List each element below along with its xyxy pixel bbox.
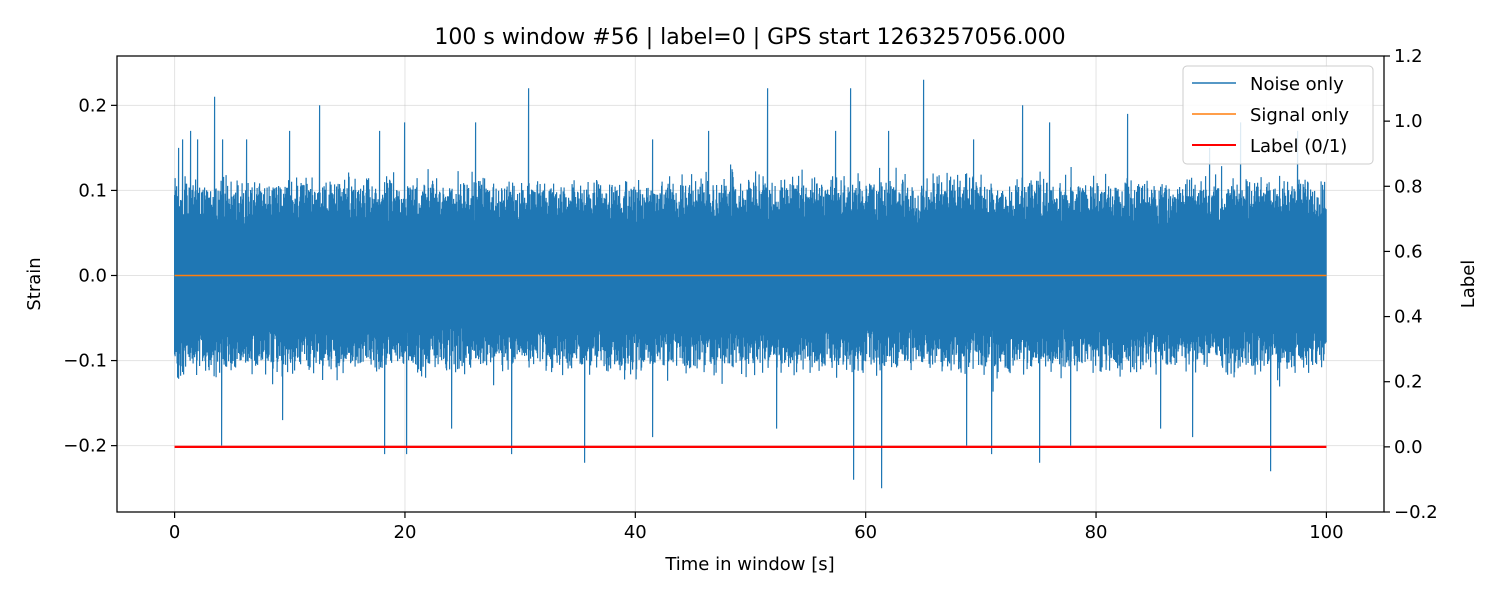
y-tick-label: −0.2: [63, 436, 107, 457]
legend-label-noise: Noise only: [1250, 74, 1344, 95]
x-tick-label: 0: [169, 522, 180, 543]
legend-label-label: Label (0/1): [1250, 136, 1347, 157]
x-axis-label: Time in window [s]: [664, 554, 834, 575]
y-axis-left: −0.2 −0.1 0.0 0.1 0.2: [63, 95, 117, 457]
y2-tick-label: 0.0: [1394, 437, 1423, 458]
y2-axis-label: Label: [1458, 260, 1479, 309]
y-tick-label: 0.1: [78, 180, 107, 201]
legend: Noise only Signal only Label (0/1): [1182, 65, 1374, 165]
x-tick-label: 80: [1085, 522, 1108, 543]
chart-title: 100 s window #56 | label=0 | GPS start 1…: [434, 25, 1065, 50]
legend-box: [1182, 65, 1374, 165]
y-axis-label: Strain: [24, 257, 45, 310]
plot-area: [174, 79, 1327, 489]
y2-tick-label: 1.0: [1394, 111, 1423, 132]
y2-tick-label: 0.8: [1394, 176, 1423, 197]
legend-label-signal: Signal only: [1250, 105, 1349, 126]
y-axis-right: −0.2 0.0 0.2 0.4 0.6 0.8 1.0 1.2: [1384, 46, 1438, 523]
y-tick-label: 0.2: [78, 95, 107, 116]
x-tick-label: 40: [624, 522, 647, 543]
y2-tick-label: 1.2: [1394, 46, 1423, 67]
x-axis: 0 20 40 60 80 100: [169, 512, 1344, 543]
x-tick-label: 20: [394, 522, 417, 543]
x-tick-label: 60: [854, 522, 877, 543]
y2-tick-label: −0.2: [1394, 502, 1438, 523]
axes-frame: [116, 55, 1385, 513]
series-noise-only: [174, 79, 1327, 489]
y2-tick-label: 0.4: [1394, 307, 1423, 328]
y-tick-label: 0.0: [78, 265, 107, 286]
y2-tick-label: 0.6: [1394, 241, 1423, 262]
x-tick-label: 100: [1309, 522, 1343, 543]
y-tick-label: −0.1: [63, 351, 107, 372]
y2-tick-label: 0.2: [1394, 372, 1423, 393]
